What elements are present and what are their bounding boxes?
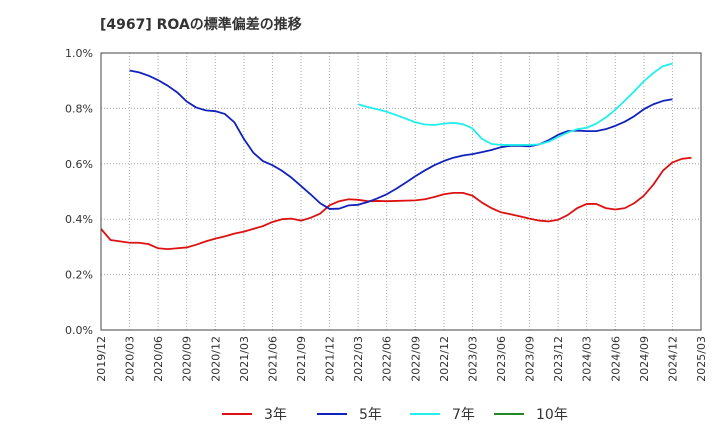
x-tick-label: 2024/06 — [609, 336, 622, 382]
x-tick-label: 2024/09 — [638, 336, 651, 382]
x-tick-label: 2020/03 — [124, 336, 137, 382]
x-tick-label: 2022/03 — [352, 336, 365, 382]
x-tick-label: 2023/09 — [524, 336, 537, 382]
x-tick-label: 2022/12 — [438, 336, 451, 382]
x-tick-label: 2021/06 — [266, 336, 279, 382]
legend-label: 3年 — [264, 407, 287, 423]
legend: 3年 5年 7年 10年 — [222, 407, 568, 423]
y-tick-label: 1.0% — [65, 47, 93, 60]
legend-label: 5年 — [359, 407, 382, 423]
series-lines — [100, 62, 692, 251]
x-tick-label: 2021/09 — [295, 336, 308, 382]
x-tick-label: 2024/03 — [581, 336, 594, 382]
y-tick-label: 0.8% — [65, 102, 93, 115]
legend-label: 7年 — [452, 407, 475, 423]
x-tick-label: 2020/12 — [209, 336, 222, 382]
x-tick-label: 2025/03 — [695, 336, 708, 382]
x-tick-label: 2021/03 — [238, 336, 251, 382]
x-tick-label: 2023/12 — [552, 336, 565, 382]
x-tick-label: 2022/06 — [381, 336, 394, 382]
plot-frame — [100, 52, 702, 331]
y-tick-label: 0.2% — [65, 269, 93, 282]
legend-label: 10年 — [536, 407, 568, 423]
x-tick-label: 2021/12 — [324, 336, 337, 382]
x-tick-label: 2024/12 — [666, 336, 679, 382]
x-tick-label: 2023/03 — [466, 336, 479, 382]
x-tick-label: 2019/12 — [95, 336, 108, 382]
series-line-3年 — [100, 156, 692, 251]
x-tick-label: 2020/06 — [152, 336, 165, 382]
x-tick-label: 2023/06 — [495, 336, 508, 382]
x-tick-label: 2020/09 — [181, 336, 194, 382]
x-tick-label: 2022/09 — [409, 336, 422, 382]
grid-lines — [101, 53, 701, 330]
x-tick-labels: 2019/12 2020/03 2020/06 2020/09 2020/12 2021/… — [95, 336, 708, 382]
y-tick-label: 0.6% — [65, 158, 93, 171]
series-line-7年 — [357, 62, 673, 146]
y-tick-label: 0.4% — [65, 213, 93, 226]
chart-title: [4967] ROAの標準偏差の推移 — [100, 17, 302, 33]
y-tick-labels: 0.0% 0.2% 0.4% 0.6% 0.8% 1.0% — [65, 47, 93, 337]
y-tick-label: 0.0% — [65, 324, 93, 337]
series-line-5年 — [129, 69, 673, 210]
